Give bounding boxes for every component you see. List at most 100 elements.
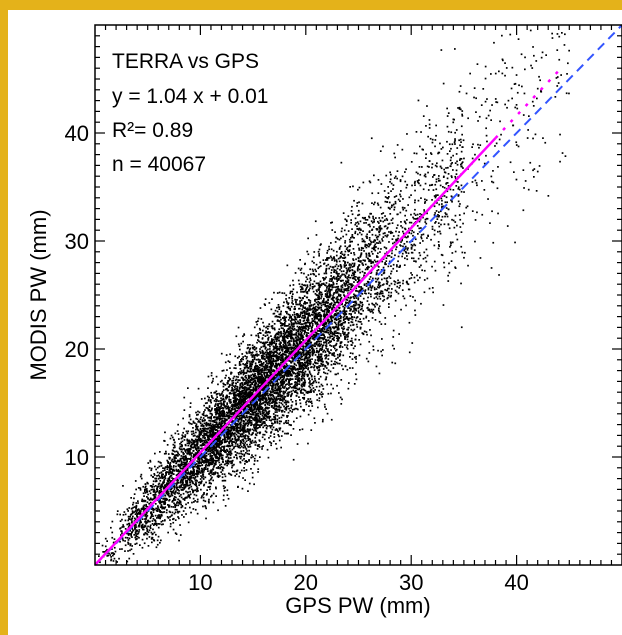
data-point bbox=[276, 405, 279, 408]
data-point bbox=[196, 488, 199, 490]
data-point bbox=[206, 492, 208, 495]
data-point bbox=[149, 524, 152, 527]
data-point bbox=[523, 92, 526, 95]
data-point bbox=[197, 464, 199, 467]
data-point bbox=[163, 480, 165, 482]
data-point bbox=[286, 383, 288, 385]
data-point bbox=[388, 306, 390, 308]
data-point bbox=[306, 365, 308, 368]
data-point bbox=[282, 378, 285, 381]
data-point bbox=[269, 361, 272, 364]
data-point bbox=[253, 346, 256, 349]
data-point bbox=[281, 358, 284, 361]
data-point bbox=[299, 259, 301, 261]
data-point bbox=[218, 435, 221, 438]
data-point bbox=[437, 230, 439, 233]
data-point bbox=[357, 276, 359, 279]
data-point bbox=[339, 276, 342, 279]
data-point bbox=[216, 429, 219, 432]
data-point bbox=[250, 434, 253, 436]
data-point bbox=[396, 270, 398, 272]
data-point bbox=[234, 451, 237, 453]
data-point bbox=[209, 457, 212, 460]
data-point bbox=[426, 217, 429, 220]
data-point bbox=[145, 515, 148, 518]
data-point bbox=[149, 527, 152, 529]
data-point bbox=[375, 228, 378, 230]
data-point bbox=[328, 310, 330, 312]
data-point bbox=[255, 358, 258, 361]
data-point bbox=[443, 261, 445, 264]
data-point bbox=[337, 362, 339, 365]
data-point bbox=[419, 242, 421, 244]
data-point bbox=[402, 232, 405, 235]
data-point bbox=[151, 541, 153, 544]
data-point bbox=[369, 329, 371, 331]
data-point bbox=[405, 209, 408, 212]
data-point bbox=[381, 292, 384, 295]
data-point bbox=[378, 286, 380, 289]
data-point bbox=[303, 398, 305, 400]
data-point bbox=[280, 359, 282, 362]
data-point bbox=[438, 203, 441, 206]
data-point bbox=[376, 235, 379, 238]
data-point bbox=[313, 391, 315, 393]
data-point bbox=[218, 402, 221, 405]
data-point bbox=[495, 101, 497, 103]
data-point bbox=[248, 428, 250, 431]
data-point bbox=[137, 487, 140, 489]
data-point bbox=[354, 338, 357, 341]
data-point bbox=[202, 439, 205, 442]
data-point bbox=[262, 329, 264, 332]
data-point bbox=[147, 497, 149, 499]
data-point bbox=[263, 367, 266, 370]
data-point bbox=[278, 291, 281, 294]
data-point bbox=[242, 363, 244, 365]
data-point bbox=[455, 185, 458, 187]
data-point bbox=[325, 378, 327, 380]
data-point bbox=[130, 521, 133, 524]
data-point bbox=[194, 500, 196, 502]
data-point bbox=[252, 354, 255, 356]
data-point bbox=[204, 415, 207, 417]
data-point bbox=[269, 348, 271, 350]
data-point bbox=[288, 407, 290, 410]
data-point bbox=[264, 395, 266, 398]
data-point bbox=[304, 379, 306, 382]
data-point bbox=[384, 225, 387, 227]
data-point bbox=[263, 388, 266, 390]
data-point bbox=[336, 238, 339, 240]
data-point bbox=[365, 316, 367, 319]
data-point bbox=[352, 236, 354, 239]
data-point bbox=[264, 401, 267, 404]
data-point bbox=[274, 399, 277, 401]
data-point bbox=[285, 294, 288, 297]
data-point bbox=[268, 331, 270, 334]
data-point bbox=[253, 483, 255, 486]
data-point bbox=[314, 300, 316, 302]
data-point bbox=[418, 220, 421, 223]
data-point bbox=[277, 357, 280, 360]
data-point bbox=[345, 346, 348, 349]
data-point bbox=[180, 441, 182, 444]
data-point bbox=[387, 287, 389, 290]
data-point bbox=[296, 361, 299, 364]
data-point bbox=[203, 441, 206, 444]
data-point bbox=[255, 434, 258, 437]
data-point bbox=[294, 348, 297, 351]
data-point bbox=[251, 393, 254, 396]
data-point bbox=[272, 351, 274, 354]
data-point bbox=[253, 368, 256, 371]
data-point bbox=[296, 314, 298, 316]
data-point bbox=[169, 456, 171, 459]
data-point bbox=[164, 477, 167, 480]
data-point bbox=[261, 389, 263, 391]
data-point bbox=[302, 362, 304, 365]
data-point bbox=[232, 404, 234, 407]
data-point bbox=[258, 340, 260, 343]
data-point bbox=[334, 231, 336, 233]
data-point bbox=[330, 392, 332, 395]
data-point bbox=[290, 386, 293, 389]
data-point bbox=[367, 224, 370, 226]
data-point bbox=[172, 473, 175, 475]
